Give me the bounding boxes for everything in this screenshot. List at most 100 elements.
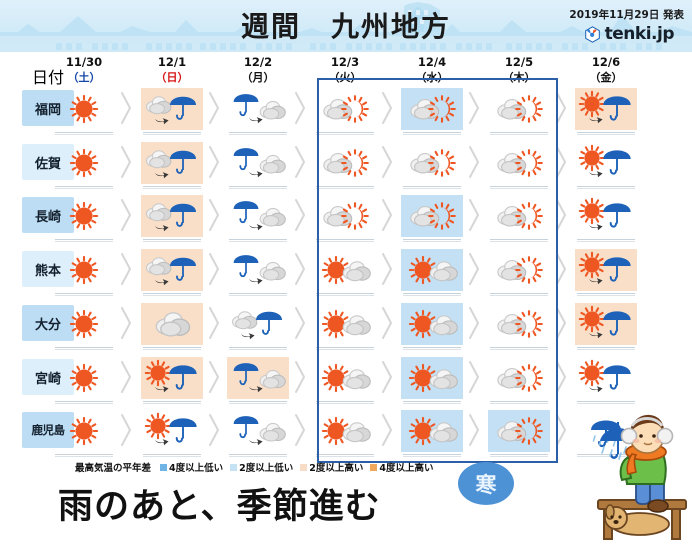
weather-icon-sunny (53, 410, 115, 452)
weather-icon-cloudy-then-rainy (141, 249, 203, 291)
weather-cell-4-0[interactable] (53, 303, 115, 350)
logo-text: tenki.jp (604, 24, 675, 44)
weather-cell-2-5[interactable] (488, 195, 550, 242)
weather-cell-5-5[interactable] (488, 357, 550, 404)
city-label-0[interactable]: 福岡 (22, 90, 74, 126)
date-header-cell-12-1: 12/1 （日） (141, 55, 203, 85)
chevron-right-icon (468, 413, 481, 447)
chevron-right-icon (294, 91, 307, 125)
chevron-right-icon (208, 198, 221, 232)
chevron-right-icon (468, 306, 481, 340)
weather-cell-6-1[interactable] (141, 410, 203, 457)
weather-icon-cloudy-then-sunny (488, 249, 550, 291)
weather-cell-1-3[interactable] (314, 142, 376, 189)
weather-cell-2-1[interactable] (141, 195, 203, 242)
date-value: 12/5 (504, 55, 534, 69)
banner-tick-strip (56, 43, 662, 50)
weather-cell-0-4[interactable] (401, 88, 463, 135)
weather-cell-2-2[interactable] (227, 195, 289, 242)
chevron-right-icon (208, 91, 221, 125)
cell-baseline (316, 347, 374, 350)
weather-icon-sunny-then-rainy (575, 249, 637, 291)
weather-cell-4-2[interactable] (227, 303, 289, 350)
weather-cell-1-5[interactable] (488, 142, 550, 189)
weather-cell-0-6[interactable] (575, 88, 637, 135)
weather-cell-3-2[interactable] (227, 249, 289, 296)
legend-label: 4度以上低い (169, 463, 224, 474)
weather-icon-sunny-then-rainy (575, 303, 637, 345)
weather-cell-5-6[interactable] (575, 357, 637, 404)
chevron-right-icon (120, 306, 133, 340)
date-weekday: （水） (415, 71, 449, 84)
weather-cell-3-5[interactable] (488, 249, 550, 296)
legend-label: 4度以上高い (379, 463, 434, 474)
weather-cell-2-0[interactable] (53, 195, 115, 242)
chevron-right-icon (555, 413, 568, 447)
weather-cell-3-6[interactable] (575, 249, 637, 296)
weather-cell-4-3[interactable] (314, 303, 376, 350)
legend-label: 2度以上高い (309, 463, 364, 474)
cell-temperature-shade (575, 249, 637, 291)
weather-cell-5-0[interactable] (53, 357, 115, 404)
weather-cell-3-4[interactable] (401, 249, 463, 296)
cell-baseline (577, 186, 635, 189)
cell-baseline (403, 454, 461, 457)
weather-cell-4-5[interactable] (488, 303, 550, 350)
cell-baseline (403, 132, 461, 135)
weather-cell-1-1[interactable] (141, 142, 203, 189)
weather-cell-4-6[interactable] (575, 303, 637, 350)
city-label-2[interactable]: 長崎 (22, 197, 74, 233)
chevron-right-icon (294, 145, 307, 179)
chevron-right-icon (208, 252, 221, 286)
forecast-grid: 福岡 (0, 88, 692, 466)
weather-cell-5-3[interactable] (314, 357, 376, 404)
city-label-1[interactable]: 佐賀 (22, 144, 74, 180)
city-label-6[interactable]: 鹿児島 (22, 412, 74, 448)
weather-cell-1-4[interactable] (401, 142, 463, 189)
weather-cell-0-1[interactable] (141, 88, 203, 135)
weather-cell-6-0[interactable] (53, 410, 115, 457)
chevron-right-icon (120, 413, 133, 447)
weather-cell-1-6[interactable] (575, 142, 637, 189)
cell-baseline (490, 454, 548, 457)
city-label-5[interactable]: 宮崎 (22, 359, 74, 395)
cell-baseline (403, 239, 461, 242)
weather-cell-2-4[interactable] (401, 195, 463, 242)
weather-cell-6-4[interactable] (401, 410, 463, 457)
weather-cell-3-1[interactable] (141, 249, 203, 296)
weather-cell-4-1[interactable] (141, 303, 203, 350)
chevron-right-icon (208, 145, 221, 179)
cell-baseline (577, 347, 635, 350)
city-label-4[interactable]: 大分 (22, 305, 74, 341)
weather-cell-5-1[interactable] (141, 357, 203, 404)
cell-baseline (143, 239, 201, 242)
weather-icon-cloudy-then-sunny (488, 357, 550, 399)
weather-icon-cloudy-then-sunny (401, 88, 463, 130)
weather-cell-1-0[interactable] (53, 142, 115, 189)
weather-cell-0-3[interactable] (314, 88, 376, 135)
weather-cell-3-0[interactable] (53, 249, 115, 296)
weather-cell-1-2[interactable] (227, 142, 289, 189)
cell-baseline (143, 293, 201, 296)
weather-cell-5-2[interactable] (227, 357, 289, 404)
weather-cell-2-3[interactable] (314, 195, 376, 242)
weather-cell-0-5[interactable] (488, 88, 550, 135)
weather-cell-0-0[interactable] (53, 88, 115, 135)
weather-cell-2-6[interactable] (575, 195, 637, 242)
cell-baseline (577, 293, 635, 296)
chevron-right-icon (381, 198, 394, 232)
weather-cell-4-4[interactable] (401, 303, 463, 350)
cold-badge: 寒 (458, 462, 514, 505)
weather-cell-6-3[interactable] (314, 410, 376, 457)
city-label-3[interactable]: 熊本 (22, 251, 74, 287)
weather-cell-6-5[interactable] (488, 410, 550, 457)
cell-baseline (316, 401, 374, 404)
weather-cell-5-4[interactable] (401, 357, 463, 404)
chevron-right-icon (468, 145, 481, 179)
weather-cell-3-3[interactable] (314, 249, 376, 296)
cell-baseline (316, 293, 374, 296)
tenki-logo[interactable]: tenki.jp (584, 24, 675, 44)
weather-icon-sunny-then-cloudy (314, 410, 376, 452)
weather-cell-6-2[interactable] (227, 410, 289, 457)
weather-cell-0-2[interactable] (227, 88, 289, 135)
